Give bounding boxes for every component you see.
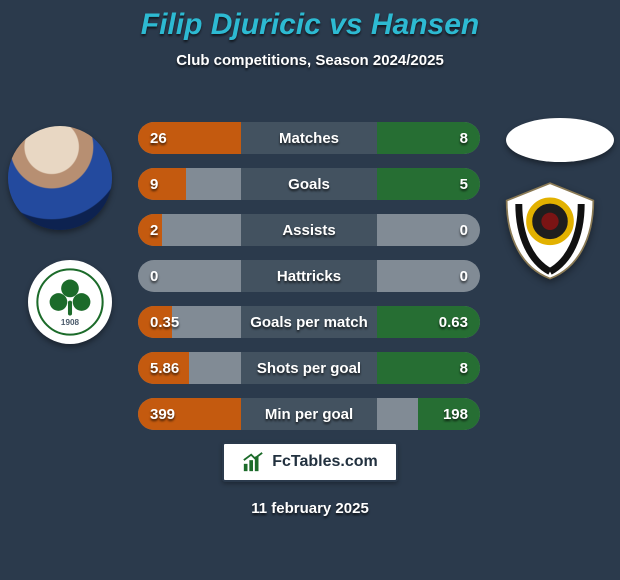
shield-icon — [498, 178, 602, 282]
stat-row: Goals95 — [138, 168, 480, 200]
stat-left-value: 399 — [150, 398, 175, 430]
stat-row: Hattricks00 — [138, 260, 480, 292]
stat-pill — [138, 352, 480, 384]
center-band — [241, 168, 378, 200]
left-fill — [138, 168, 186, 200]
stat-row: Shots per goal5.868 — [138, 352, 480, 384]
brand-badge: FcTables.com — [222, 442, 398, 482]
stat-left-value: 0 — [150, 260, 158, 292]
stats-list: Matches268Goals95Assists20Hattricks00Goa… — [138, 122, 480, 444]
stat-pill — [138, 122, 480, 154]
subtitle: Club competitions, Season 2024/2025 — [0, 52, 620, 69]
stat-left-value: 0.35 — [150, 306, 179, 338]
stat-pill — [138, 168, 480, 200]
stat-right-value: 0.63 — [439, 306, 468, 338]
title: Filip Djuricic vs Hansen — [0, 8, 620, 42]
player2-name: Hansen — [371, 8, 479, 41]
stat-right-value: 8 — [460, 122, 468, 154]
club-left-year: 1908 — [61, 318, 80, 327]
brand-text: FcTables.com — [272, 453, 378, 471]
stat-left-value: 9 — [150, 168, 158, 200]
stat-left-value: 2 — [150, 214, 158, 246]
center-band — [241, 214, 378, 246]
stat-left-value: 26 — [150, 122, 167, 154]
player1-name: Filip Djuricic — [141, 8, 321, 41]
stat-row: Assists20 — [138, 214, 480, 246]
stat-right-value: 0 — [460, 214, 468, 246]
comparison-card: Filip Djuricic vs Hansen Club competitio… — [0, 0, 620, 580]
chart-icon — [242, 451, 264, 473]
player1-photo — [8, 126, 112, 230]
stat-right-value: 198 — [443, 398, 468, 430]
center-band — [241, 398, 378, 430]
stat-pill — [138, 214, 480, 246]
center-band — [241, 352, 378, 384]
shamrock-icon: 1908 — [36, 268, 104, 336]
center-band — [241, 122, 378, 154]
stat-row: Min per goal399198 — [138, 398, 480, 430]
stat-row: Goals per match0.350.63 — [138, 306, 480, 338]
player2-club-badge — [498, 178, 602, 282]
stat-right-value: 0 — [460, 260, 468, 292]
vs-text: vs — [329, 8, 362, 41]
stat-row: Matches268 — [138, 122, 480, 154]
player1-club-badge: 1908 — [28, 260, 112, 344]
center-band — [241, 306, 378, 338]
stat-pill — [138, 260, 480, 292]
stat-left-value: 5.86 — [150, 352, 179, 384]
stat-right-value: 8 — [460, 352, 468, 384]
stat-pill — [138, 306, 480, 338]
player2-photo — [506, 118, 614, 162]
stat-pill — [138, 398, 480, 430]
date-text: 11 february 2025 — [0, 500, 620, 517]
stat-right-value: 5 — [460, 168, 468, 200]
center-band — [241, 260, 378, 292]
